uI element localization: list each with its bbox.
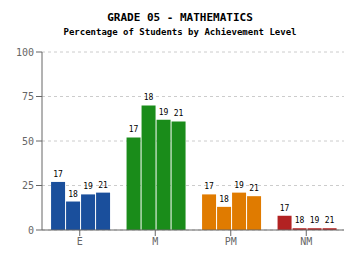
html-text:Percentage of Students by Achi: Percentage of Students by Achievement Le… bbox=[63, 27, 297, 37]
svg-text:17: 17 bbox=[204, 182, 214, 191]
svg-text:18: 18 bbox=[295, 216, 305, 225]
svg-text:75: 75 bbox=[22, 91, 34, 102]
svg-text:17: 17 bbox=[280, 204, 290, 213]
svg-text:100: 100 bbox=[16, 47, 34, 58]
svg-text:19: 19 bbox=[310, 216, 320, 225]
svg-text:18: 18 bbox=[68, 190, 78, 199]
svg-text:17: 17 bbox=[53, 170, 63, 179]
svg-text:0: 0 bbox=[28, 225, 34, 236]
svg-text:18: 18 bbox=[219, 195, 229, 204]
svg-text:19: 19 bbox=[83, 182, 93, 191]
svg-text:19: 19 bbox=[234, 181, 244, 190]
svg-text:E: E bbox=[77, 236, 83, 247]
svg-text:21: 21 bbox=[98, 181, 108, 190]
svg-text:21: 21 bbox=[174, 109, 184, 118]
svg-text:19: 19 bbox=[159, 108, 169, 117]
html-text:GRADE 05 - MATHEMATICS: GRADE 05 - MATHEMATICS bbox=[107, 11, 253, 24]
svg-text:M: M bbox=[152, 236, 158, 247]
svg-text:21: 21 bbox=[325, 216, 335, 225]
svg-text:25: 25 bbox=[22, 180, 34, 191]
svg-text:21: 21 bbox=[249, 184, 259, 193]
svg-text:NM: NM bbox=[300, 236, 312, 247]
svg-text:PM: PM bbox=[225, 236, 237, 247]
svg-text:18: 18 bbox=[144, 93, 154, 102]
svg-text:17: 17 bbox=[129, 125, 139, 134]
svg-text:50: 50 bbox=[22, 136, 34, 147]
